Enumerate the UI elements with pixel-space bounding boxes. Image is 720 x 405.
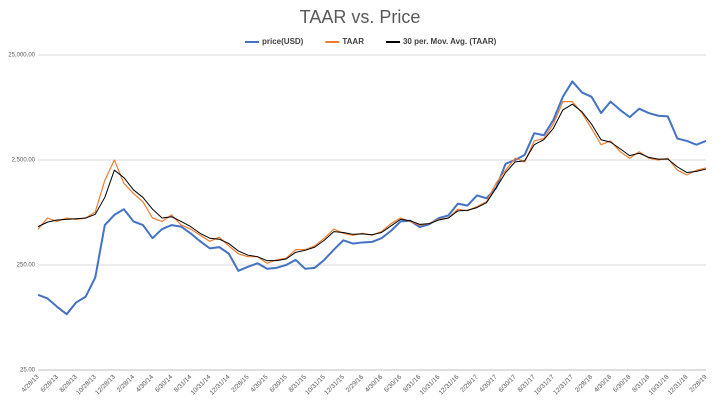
legend-label: 30 per. Mov. Avg. (TAAR) — [403, 37, 497, 46]
y-tick-label: 25.00 — [20, 368, 36, 374]
x-tick-label: 4/30/18 — [593, 373, 614, 394]
y-tick-label: 25,000.00 — [8, 53, 35, 59]
x-tick-label: 2/28/15 — [230, 373, 251, 394]
x-tick-label: 4/30/17 — [478, 373, 499, 394]
x-tick-label: 2/28/18 — [574, 373, 595, 394]
chart-title: TAAR vs. Price — [300, 7, 421, 27]
x-tick-label: 6/30/17 — [497, 373, 518, 394]
x-tick-label: 2/28/17 — [459, 373, 480, 394]
series-line — [37, 80, 707, 316]
y-tick-label: 2,500.00 — [12, 158, 36, 164]
x-tick-label: 12/31/16 — [438, 373, 461, 396]
x-tick-label: 12/31/15 — [323, 373, 346, 396]
x-tick-label: 4/30/14 — [135, 373, 156, 394]
x-tick-label: 12/31/17 — [552, 373, 575, 396]
x-tick-label: 6/28/13 — [39, 373, 60, 394]
legend-label: TAAR — [342, 37, 364, 46]
legend: price(USD) TAAR 30 per. Mov. Avg. (TAAR) — [245, 37, 497, 46]
series-line — [37, 103, 707, 262]
x-tick-label: 2/29/16 — [345, 373, 366, 394]
x-tick-label: 4/30/15 — [249, 373, 270, 394]
series-line — [37, 100, 707, 264]
x-tick-label: 6/30/14 — [154, 373, 175, 394]
x-tick-label: 12/31/18 — [667, 373, 690, 396]
x-tick-label: 6/30/18 — [612, 373, 633, 394]
x-tick-label: 6/30/16 — [383, 373, 404, 394]
x-tick-label: 4/28/13 — [20, 373, 41, 394]
legend-label: price(USD) — [262, 37, 304, 46]
x-tick-label: 2/28/19 — [688, 373, 709, 394]
x-tick-label: 12/31/14 — [209, 373, 232, 396]
x-tick-label: 12/28/13 — [94, 373, 117, 396]
x-tick-label: 2/28/14 — [116, 373, 137, 394]
y-tick-label: 250.00 — [17, 263, 36, 269]
x-tick-label: 4/30/16 — [364, 373, 385, 394]
x-tick-label: 6/30/15 — [268, 373, 289, 394]
